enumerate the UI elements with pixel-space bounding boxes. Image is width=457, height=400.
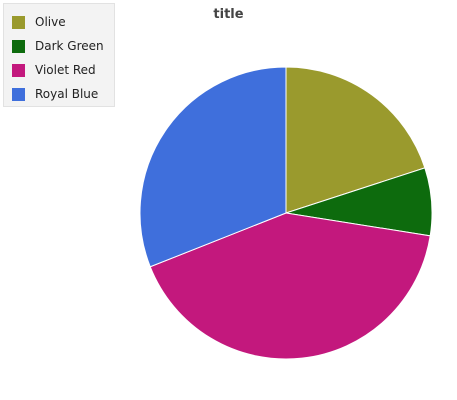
legend-item-royal-blue: Royal Blue [12, 86, 98, 102]
legend-item-olive: Olive [12, 14, 66, 30]
legend: Olive Dark Green Violet Red Royal Blue [3, 3, 115, 107]
chart-title: title [213, 7, 244, 22]
legend-swatch-olive [12, 15, 25, 29]
legend-label-royal-blue: Royal Blue [35, 87, 99, 101]
legend-item-dark-green: Dark Green [12, 38, 104, 54]
legend-label-violet-red: Violet Red [35, 63, 96, 77]
legend-swatch-dark-green [12, 39, 25, 53]
legend-swatch-violet-red [12, 63, 25, 77]
pie-slice-violet-red [149, 212, 431, 360]
legend-swatch-royal-blue [12, 87, 25, 101]
legend-label-olive: Olive [35, 15, 66, 29]
legend-label-dark-green: Dark Green [35, 39, 104, 53]
pie-slice-royal-blue [139, 66, 287, 268]
pie-slice-olive [285, 66, 426, 214]
legend-item-violet-red: Violet Red [12, 62, 96, 78]
